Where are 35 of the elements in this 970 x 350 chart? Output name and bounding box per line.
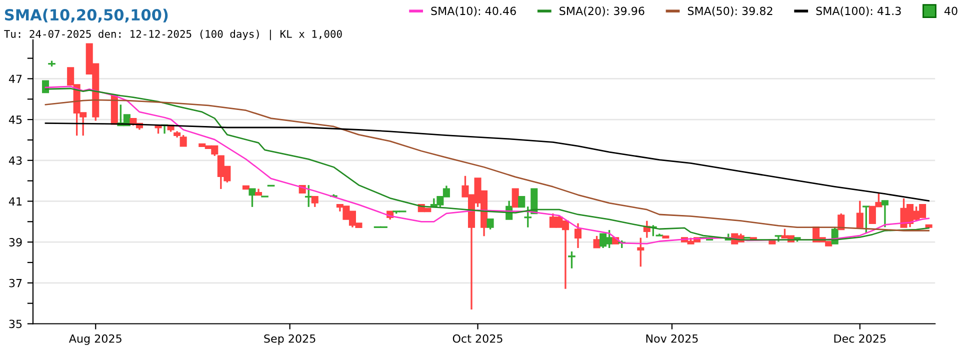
candlestick [856, 200, 864, 228]
x-tick-label: Sep 2025 [264, 334, 316, 345]
candlestick [304, 184, 312, 208]
line-series [44, 122, 930, 202]
y-tick-label: 43 [8, 156, 22, 165]
legend-label: SMA(20): 39.96 [560, 6, 644, 16]
candlestick [524, 206, 532, 228]
y-tick-label: 37 [9, 278, 22, 288]
candlestick [568, 250, 576, 270]
chart-title: SMA(10,20,50,100) [4, 8, 168, 23]
x-tick-label: Nov 2025 [646, 334, 698, 343]
legend-label: SMA(50): 39.82 [688, 6, 772, 16]
chart-subtitle: Tu: 24-07-2025 den: 12-12-2025 (100 days) | KL x 1,000 [4, 30, 342, 40]
candlestick [637, 236, 644, 268]
x-tick-label: Dec 2025 [834, 334, 886, 343]
candlestick [838, 212, 845, 230]
y-tick-label: 35 [9, 320, 22, 328]
y-tick-label: 45 [8, 116, 22, 124]
x-tick-label: Aug 2025 [68, 334, 122, 345]
candlestick [574, 222, 582, 249]
legend-label: SMA(100): 41.3 [816, 6, 901, 16]
y-tick-label: 41 [8, 197, 22, 206]
candlestick [486, 218, 494, 230]
y-tick-label: 47 [8, 74, 22, 83]
x-tick-label: Oct 2025 [452, 334, 502, 343]
candlestick [593, 235, 600, 248]
legend-label: SMA(10): 40.46 [431, 6, 516, 16]
legend-label: 40 [944, 6, 958, 16]
candlestick [862, 206, 870, 234]
candlestick [512, 188, 519, 208]
candlestick [518, 196, 526, 208]
candlestick [311, 196, 318, 208]
candlestick [881, 200, 888, 228]
y-tick-label: 39 [9, 238, 22, 246]
candlestick [248, 188, 256, 208]
